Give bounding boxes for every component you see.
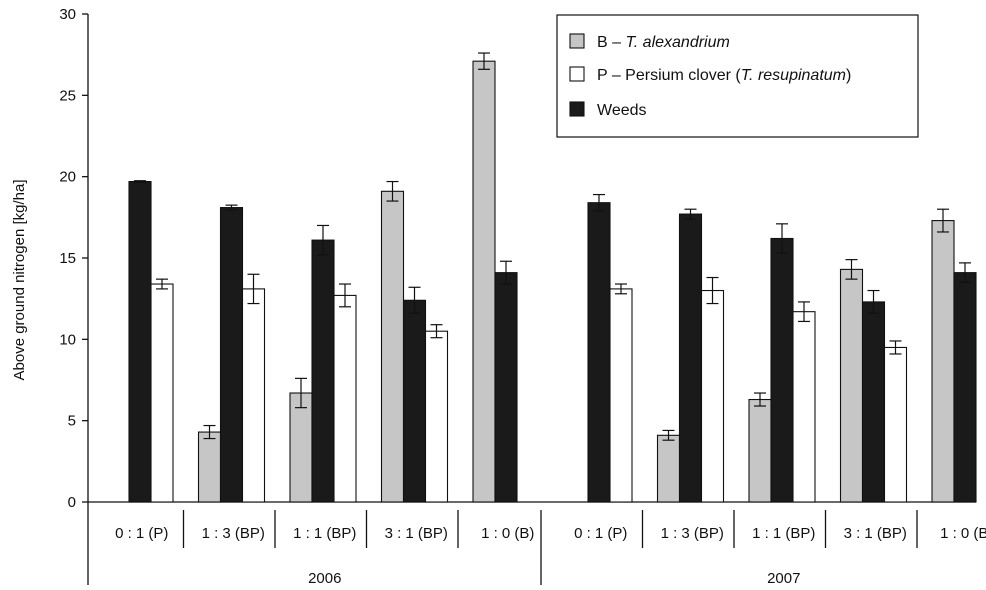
group-label: 2006 bbox=[308, 570, 341, 587]
category-label: 1 : 3 (BP) bbox=[661, 525, 724, 542]
legend-label: Weeds bbox=[597, 102, 647, 119]
bar-p bbox=[610, 289, 632, 502]
legend-label-prefix: B – bbox=[597, 34, 625, 51]
legend-swatch-b bbox=[570, 34, 584, 48]
category-label: 3 : 1 (BP) bbox=[844, 525, 907, 542]
legend-label: P – Persium clover (T. resupinatum) bbox=[597, 67, 851, 84]
category-label: 3 : 1 (BP) bbox=[385, 525, 448, 542]
bar-p bbox=[885, 347, 907, 502]
bar-b bbox=[749, 400, 771, 502]
y-tick-label: 15 bbox=[59, 250, 76, 267]
legend-swatch-p bbox=[570, 67, 584, 81]
legend-label-prefix: P – Persium clover ( bbox=[597, 67, 741, 84]
y-tick-label: 25 bbox=[59, 87, 76, 104]
bar-w bbox=[495, 273, 517, 502]
bar-b bbox=[473, 61, 495, 502]
bar-p bbox=[334, 295, 356, 502]
legend-label: B – T. alexandrium bbox=[597, 34, 730, 51]
bar-b bbox=[382, 191, 404, 502]
legend-swatch-w bbox=[570, 102, 584, 116]
bar-b bbox=[199, 432, 221, 502]
bar-w bbox=[863, 302, 885, 502]
x-axis: 0 : 1 (P) 1 : 3 (BP) 1 : 1 (BP) 3 : 1 (BP) 1… bbox=[88, 502, 986, 587]
bar-b bbox=[841, 269, 863, 502]
y-axis: 0 5 10 15 20 25 30 bbox=[59, 6, 88, 585]
bar-w bbox=[588, 203, 610, 502]
y-tick-label: 10 bbox=[59, 331, 76, 348]
legend-label-prefix: Weeds bbox=[597, 102, 647, 119]
group-label: 2007 bbox=[767, 570, 800, 587]
y-tick-label: 20 bbox=[59, 169, 76, 186]
category-label: 1 : 1 (BP) bbox=[293, 525, 356, 542]
bar-w bbox=[954, 273, 976, 502]
category-label: 1 : 0 (B) bbox=[481, 525, 534, 542]
category-label: 1 : 1 (BP) bbox=[752, 525, 815, 542]
bar-w bbox=[404, 300, 426, 502]
bar-p bbox=[426, 331, 448, 502]
bar-b bbox=[290, 393, 312, 502]
category-label: 0 : 1 (P) bbox=[115, 525, 168, 542]
y-tick-label: 0 bbox=[68, 494, 76, 511]
category-label: 0 : 1 (P) bbox=[574, 525, 627, 542]
bar-w bbox=[129, 182, 151, 502]
bar-w bbox=[312, 240, 334, 502]
legend-label-italic: T. alexandrium bbox=[625, 34, 729, 51]
category-label: 1 : 3 (BP) bbox=[202, 525, 265, 542]
y-axis-label: Above ground nitrogen [kg/ha] bbox=[11, 180, 28, 381]
bar-w bbox=[771, 238, 793, 502]
bar-p bbox=[793, 312, 815, 502]
bar-w bbox=[221, 208, 243, 502]
bar-b bbox=[658, 435, 680, 502]
legend-label-italic: T. resupinatum bbox=[741, 67, 846, 84]
bar-p bbox=[243, 289, 265, 502]
y-tick-label: 5 bbox=[68, 413, 76, 430]
legend-label-suffix: ) bbox=[846, 67, 851, 84]
bar-p bbox=[151, 284, 173, 502]
bar-b bbox=[932, 221, 954, 502]
bar-w bbox=[680, 214, 702, 502]
bar-p bbox=[702, 291, 724, 502]
y-tick-label: 30 bbox=[59, 6, 76, 23]
category-label: 1 : 0 (B) bbox=[940, 525, 986, 542]
